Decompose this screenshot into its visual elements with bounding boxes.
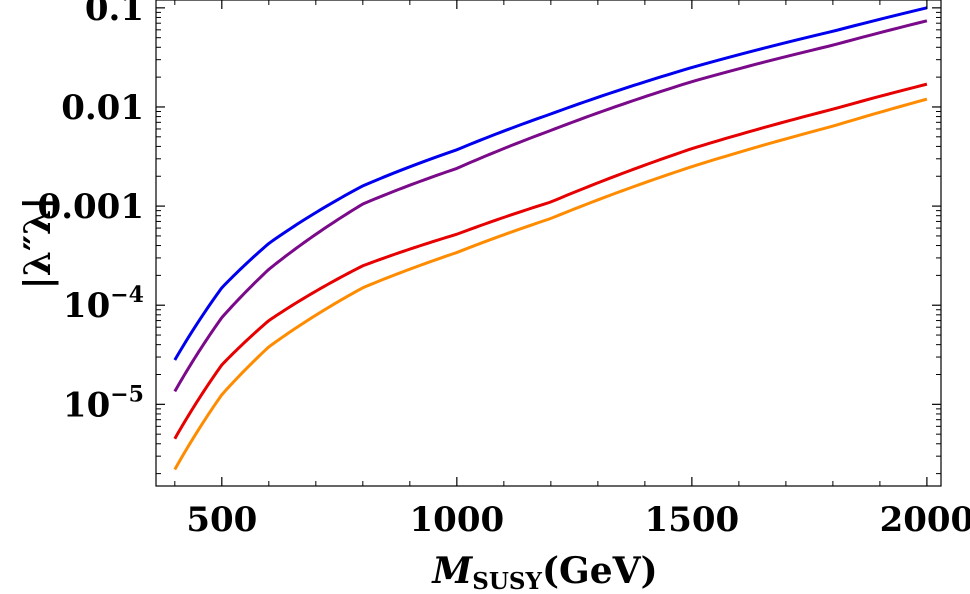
y-tick-label: 0.001 — [38, 187, 144, 227]
y-tick-label: 10−5 — [63, 381, 144, 425]
series-line-1 — [173, 6, 928, 361]
x-axis-title-sub: SUSY — [472, 568, 542, 594]
x-axis-title-unit: (GeV) — [542, 550, 658, 592]
y-axis-title: |λ″λ| — [17, 197, 59, 290]
series-layer — [173, 6, 928, 471]
x-axis-title: MSUSY(GeV) — [430, 550, 657, 594]
x-tick-label: 2000 — [880, 500, 970, 540]
series-line-4 — [173, 97, 928, 471]
x-tick-label: 1500 — [645, 500, 740, 540]
series-line-3 — [173, 82, 928, 440]
y-tick-label: 0.1 — [85, 0, 144, 29]
x-axis-title-main: M — [430, 550, 473, 592]
ticks-layer: 500 1000 1500 2000 10−5 10−4 0.001 0.01 0.1 — [38, 0, 970, 540]
x-tick-label: 500 — [186, 500, 257, 540]
plot-frame — [155, 0, 942, 487]
y-tick-label: 0.01 — [61, 88, 144, 128]
y-tick-label: 10−4 — [63, 282, 144, 326]
series-line-2 — [173, 19, 928, 393]
x-tick-label: 1000 — [410, 500, 505, 540]
